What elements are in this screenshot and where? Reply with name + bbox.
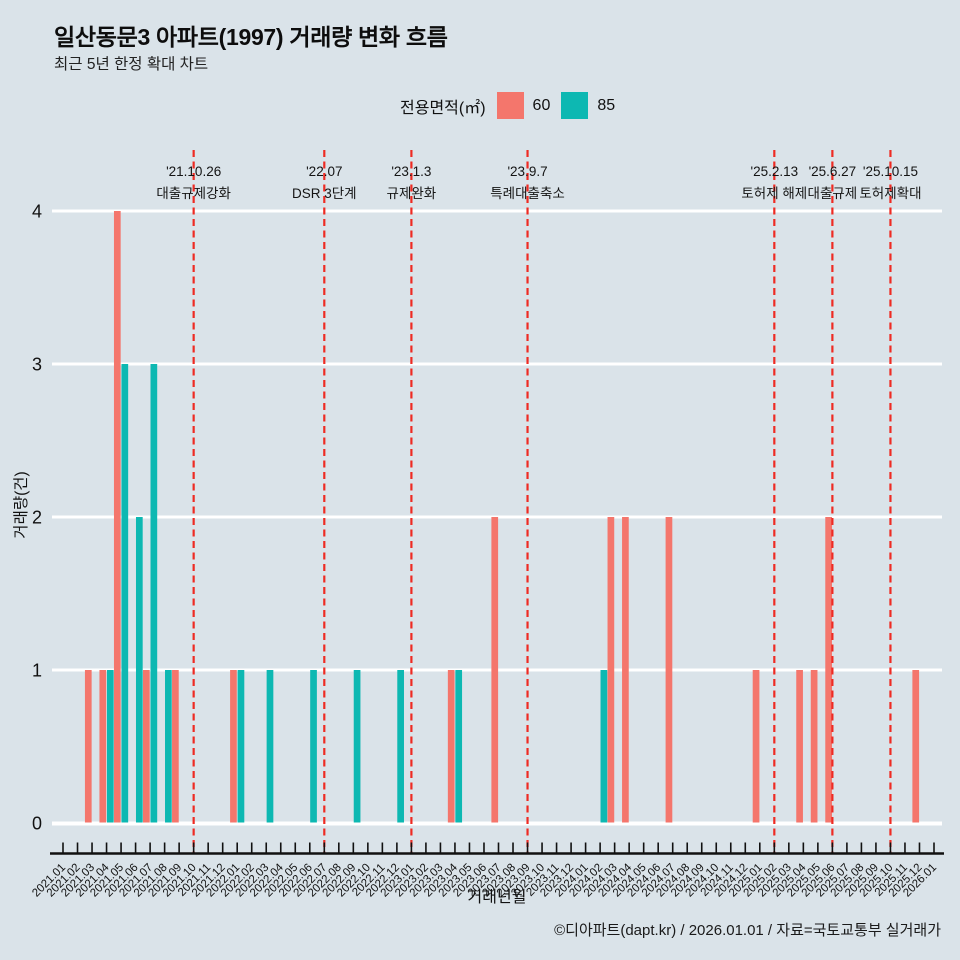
bar-85sqm — [106, 670, 114, 823]
bar-60sqm — [491, 517, 499, 823]
bar-85sqm — [397, 670, 404, 823]
legend-title: 전용면적(㎡) — [400, 99, 486, 117]
event-name-label: 규제완화 — [387, 186, 437, 201]
legend-item-85-label: 85 — [597, 96, 616, 114]
bar-85sqm — [353, 670, 361, 823]
event-name-label: 대출규제 — [808, 186, 858, 201]
bar-85sqm — [600, 670, 608, 823]
bar-85sqm — [121, 364, 129, 823]
y-tick-label: 1 — [32, 661, 42, 681]
bar-60sqm — [230, 670, 237, 823]
bar-85sqm — [165, 670, 172, 823]
y-axis-title: 거래량(건) — [12, 471, 30, 538]
event-date-label: '25.10.15 — [863, 164, 918, 179]
x-axis-title: 거래년월 — [468, 888, 527, 906]
bar-60sqm — [172, 670, 179, 823]
y-tick-label: 3 — [32, 355, 42, 375]
event-name-label: 토허제 해제 — [741, 186, 807, 201]
bar-60sqm — [113, 211, 121, 823]
event-name-label: 대출규제강화 — [156, 186, 231, 201]
bar-85sqm — [266, 670, 274, 823]
bar-85sqm — [135, 517, 143, 823]
y-tick-label: 2 — [32, 508, 42, 528]
event-date-label: '25.6.27 — [809, 164, 857, 179]
y-tick-label: 4 — [32, 202, 42, 222]
bar-60sqm — [99, 670, 107, 823]
bar-85sqm — [150, 364, 158, 823]
page-title: 일산동문3 아파트(1997) 거래량 변화 흐름 — [54, 24, 448, 50]
bar-60sqm — [810, 670, 818, 823]
bar-85sqm — [237, 670, 245, 823]
page-subtitle: 최근 5년 한정 확대 차트 — [54, 56, 209, 73]
legend-item-60-label: 60 — [532, 96, 551, 114]
bar-85sqm — [310, 670, 317, 823]
event-date-label: '22.07 — [306, 164, 342, 179]
bar-60sqm — [622, 517, 629, 823]
bar-60sqm — [752, 670, 760, 823]
bar-60sqm — [143, 670, 150, 823]
bar-60sqm — [84, 670, 92, 823]
y-tick-label: 0 — [32, 814, 42, 834]
bar-60sqm — [912, 670, 920, 823]
bar-85sqm — [455, 670, 463, 823]
event-name-label: DSR 3단계 — [292, 186, 357, 201]
event-name-label: 토허제확대 — [859, 186, 921, 201]
event-date-label: '23.1.3 — [391, 164, 431, 179]
event-date-label: '23.9.7 — [507, 164, 547, 179]
legend-swatch-60 — [496, 92, 524, 119]
bar-60sqm — [796, 670, 803, 823]
bar-60sqm — [607, 517, 615, 823]
bar-60sqm — [665, 517, 673, 823]
bar-60sqm — [447, 670, 455, 823]
event-name-label: 특례대출축소 — [490, 186, 565, 201]
legend: 전용면적(㎡) 60 85 — [400, 92, 615, 119]
source-credit: ©디아파트(dapt.kr) / 2026.01.01 / 자료=국토교통부 실… — [554, 922, 941, 939]
bar-60sqm — [825, 517, 832, 823]
legend-swatch-85 — [561, 92, 589, 119]
event-date-label: '25.2.13 — [751, 164, 799, 179]
event-date-label: '21.10.26 — [166, 164, 221, 179]
